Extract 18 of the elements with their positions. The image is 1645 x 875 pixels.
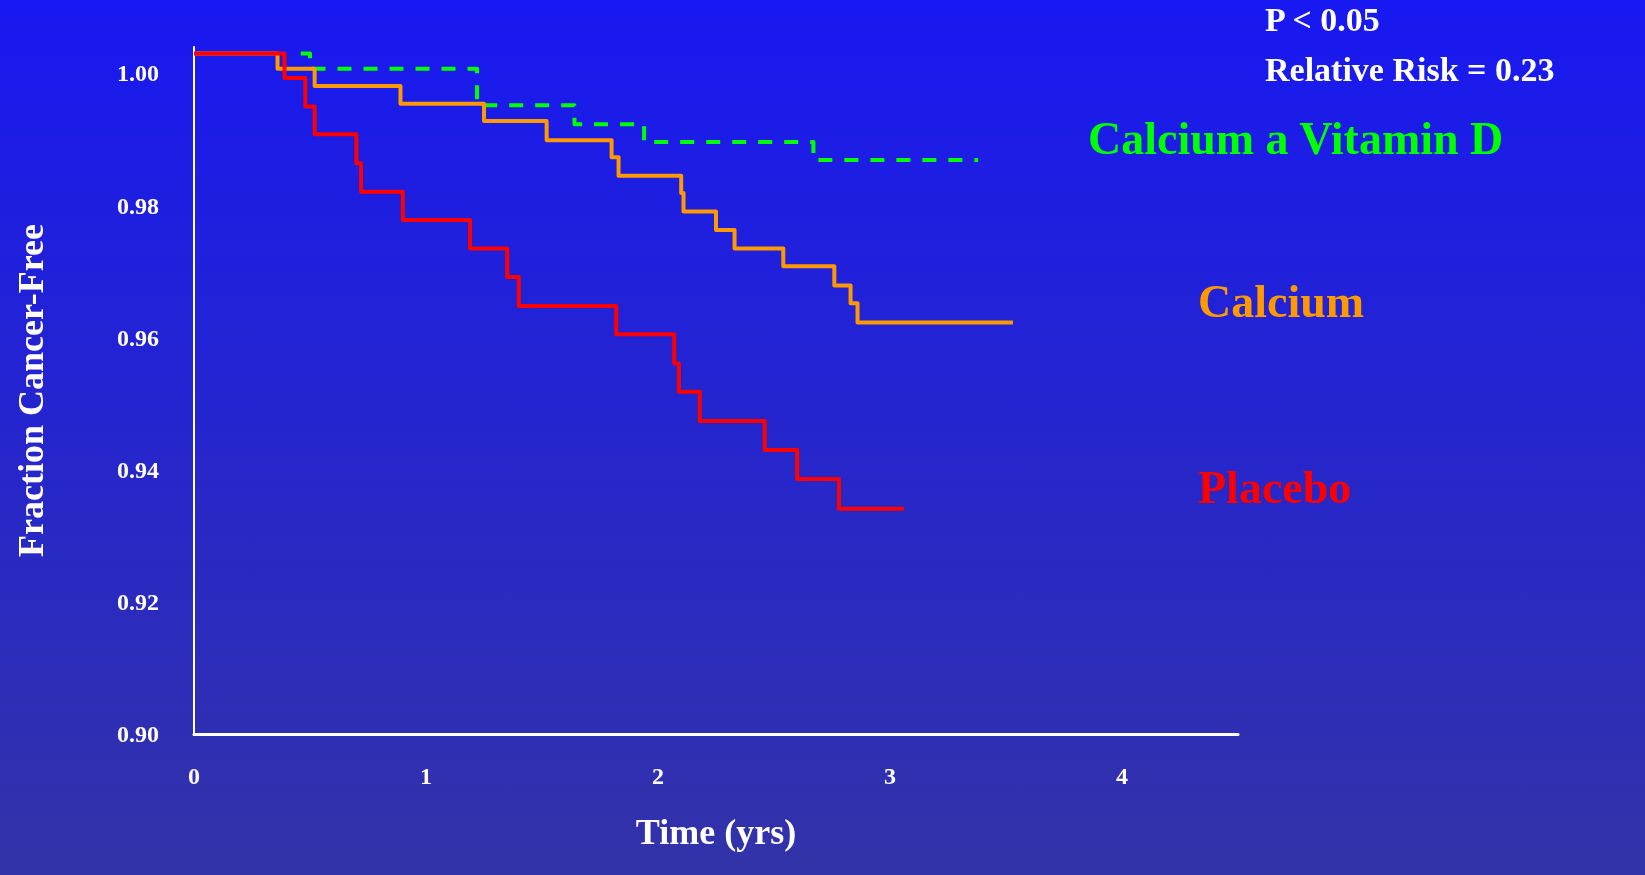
y-tick-label: 0.96 <box>117 324 159 351</box>
x-axis-title: Time (yrs) <box>635 812 797 852</box>
x-tick-label: 3 <box>884 763 896 789</box>
x-tick-label: 2 <box>652 763 664 789</box>
text: P < 0.05 <box>1265 0 1380 38</box>
text: Placebo <box>1198 462 1352 514</box>
y-tick-label: 0.92 <box>117 588 159 615</box>
y-axis-title: Fraction Cancer-Free <box>11 224 51 557</box>
y-tick-label: 1.00 <box>117 60 159 87</box>
y-tick-label: 0.98 <box>117 192 159 219</box>
text: Calcium a Vitamin D <box>1088 113 1504 165</box>
text: Relative Risk = 0.23 <box>1265 50 1555 88</box>
text: Calcium <box>1198 275 1365 327</box>
y-tick-label: 0.94 <box>117 456 159 483</box>
x-tick-label: 0 <box>188 763 200 789</box>
x-tick-label: 1 <box>420 763 432 789</box>
x-tick-label: 4 <box>1116 763 1128 789</box>
y-tick-label: 0.90 <box>117 721 159 747</box>
